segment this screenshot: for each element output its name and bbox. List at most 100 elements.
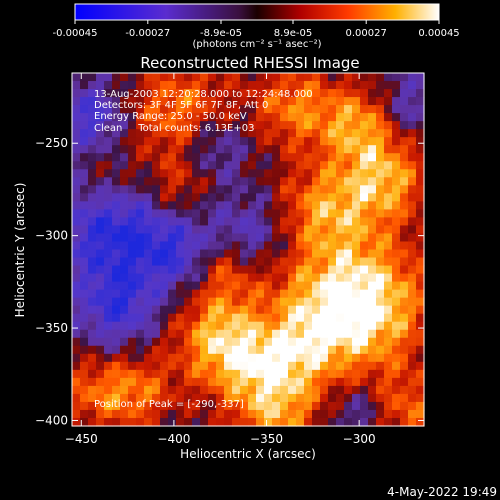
heatmap-cell <box>96 313 105 323</box>
heatmap-cell <box>336 337 345 347</box>
heatmap-cell <box>152 401 161 411</box>
heatmap-cell <box>376 417 385 427</box>
heatmap-cell <box>200 249 209 259</box>
heatmap-cell <box>368 161 377 170</box>
heatmap-cell <box>232 337 241 347</box>
heatmap-cell <box>232 257 241 267</box>
heatmap-cell <box>400 353 409 363</box>
heatmap-cell <box>136 73 145 82</box>
heatmap-cell <box>152 161 161 170</box>
heatmap-cell <box>312 313 321 323</box>
heatmap-cell <box>280 297 289 307</box>
heatmap-cell <box>232 321 241 331</box>
heatmap-cell <box>400 177 409 186</box>
heatmap-cell <box>296 321 305 331</box>
heatmap-cell <box>176 201 185 210</box>
heatmap-cell <box>144 137 153 146</box>
heatmap-cell <box>256 289 265 299</box>
heatmap-cell <box>208 129 217 138</box>
heatmap-cell <box>136 265 145 275</box>
heatmap-cell <box>416 249 425 259</box>
heatmap-cell <box>224 289 233 299</box>
heatmap-cell <box>392 225 401 235</box>
heatmap-cell <box>336 129 345 138</box>
heatmap-cell <box>352 313 361 323</box>
heatmap-cell <box>184 273 193 283</box>
heatmap-cell <box>272 121 281 130</box>
heatmap-cell <box>368 113 377 122</box>
heatmap-cell <box>376 209 385 219</box>
heatmap-cell <box>136 417 145 427</box>
heatmap-cell <box>88 329 97 339</box>
heatmap-cell <box>264 145 273 154</box>
heatmap-cell <box>112 257 121 267</box>
heatmap-cell <box>248 177 257 186</box>
heatmap-cell <box>184 121 193 130</box>
heatmap-cell <box>256 273 265 283</box>
heatmap-cell <box>224 209 233 219</box>
heatmap-cell <box>136 89 145 98</box>
heatmap-cell <box>168 97 177 106</box>
heatmap-cell <box>192 185 201 194</box>
heatmap-cell <box>296 393 305 403</box>
heatmap-cell <box>352 161 361 170</box>
heatmap-cell <box>288 185 297 194</box>
heatmap-cell <box>360 361 369 371</box>
heatmap-cell <box>96 137 105 146</box>
heatmap-cell <box>240 145 249 154</box>
heatmap-cell <box>288 153 297 162</box>
heatmap-cell <box>352 281 361 291</box>
heatmap-cell <box>80 113 89 122</box>
heatmap-cell <box>320 97 329 106</box>
heatmap-cell <box>144 81 153 90</box>
heatmap-cell <box>184 369 193 379</box>
heatmap-cell <box>272 241 281 251</box>
heatmap-cell <box>184 137 193 146</box>
heatmap-cell <box>128 129 137 138</box>
heatmap-cell <box>272 145 281 154</box>
heatmap-cell <box>192 169 201 178</box>
heatmap-cell <box>96 89 105 98</box>
heatmap-cell <box>352 305 361 315</box>
heatmap-cell <box>120 153 129 162</box>
heatmap-cell <box>104 81 113 90</box>
heatmap-cell <box>88 193 97 202</box>
heatmap-cell <box>208 89 217 98</box>
heatmap-cell <box>160 409 169 419</box>
heatmap-cell <box>296 257 305 267</box>
heatmap-cell <box>384 81 393 90</box>
heatmap-cell <box>328 217 337 227</box>
colorbar-tick-label: 0.00045 <box>418 28 459 39</box>
heatmap-cell <box>304 233 313 243</box>
heatmap-cell <box>144 273 153 283</box>
heatmap-cell <box>200 169 209 178</box>
heatmap-cell <box>192 89 201 98</box>
heatmap-cell <box>328 225 337 235</box>
heatmap-cell <box>80 161 89 170</box>
heatmap-cell <box>192 265 201 275</box>
heatmap-cell <box>200 265 209 275</box>
heatmap-cell <box>232 361 241 371</box>
annotation-block: 13-Aug-2003 12:20:28.000 to 12:24:48.000… <box>94 89 313 410</box>
heatmap-cell <box>176 105 185 114</box>
heatmap-cell <box>408 105 417 114</box>
heatmap-cell <box>120 81 129 90</box>
heatmap-cell <box>384 377 393 387</box>
heatmap-cell <box>96 121 105 130</box>
heatmap-cell <box>392 145 401 154</box>
heatmap-cell <box>72 305 81 315</box>
heatmap-cell <box>264 169 273 178</box>
heatmap-cell <box>376 321 385 331</box>
heatmap-cell <box>72 97 81 106</box>
heatmap-cell <box>200 161 209 170</box>
heatmap-cell <box>392 281 401 291</box>
heatmap-cell <box>296 137 305 146</box>
heatmap-cell <box>344 329 353 339</box>
heatmap-cell <box>160 265 169 275</box>
heatmap-cell <box>336 257 345 267</box>
heatmap-cell <box>104 89 113 98</box>
heatmap-cell <box>112 121 121 130</box>
heatmap-cell <box>128 313 137 323</box>
heatmap-cell <box>296 129 305 138</box>
heatmap-cell <box>160 329 169 339</box>
